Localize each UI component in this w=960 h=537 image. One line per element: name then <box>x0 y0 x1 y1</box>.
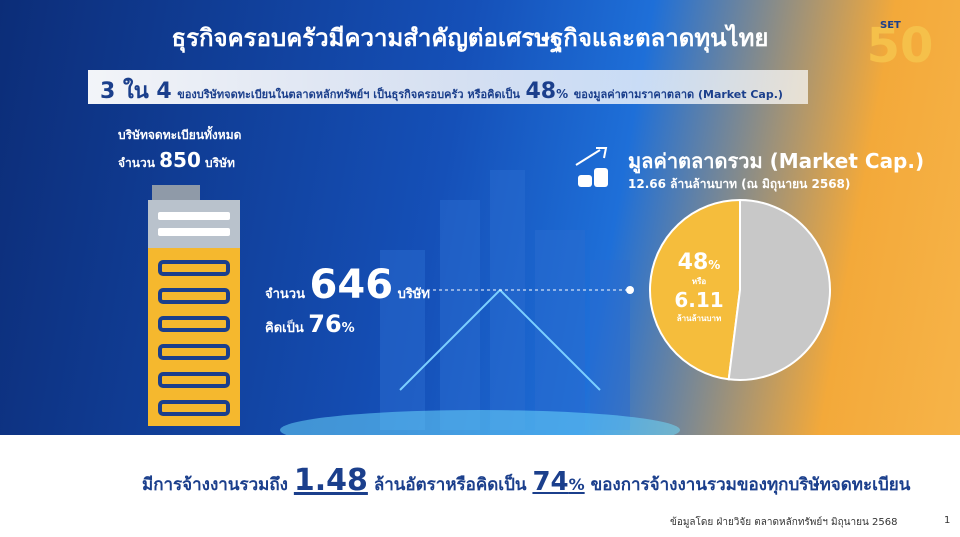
connector-dot <box>626 286 634 294</box>
listed-label: บริษัทจดทะเบียนทั้งหมด <box>118 128 242 142</box>
headline: 3 ใน 4 ของบริษัทจดทะเบียนในตลาดหลักทรัพย… <box>100 73 783 108</box>
market-cap-value: 12.66 ล้านล้านบาท (ณ มิถุนายน 2568) <box>628 177 851 191</box>
headline-text: ของบริษัทจดทะเบียนในตลาดหลักทรัพย์ฯ เป็น… <box>177 88 520 101</box>
pie-label: 48% หรือ 6.11 ล้านล้านบาท <box>662 250 736 325</box>
bottom-band <box>0 435 960 537</box>
amount-unit: ล้านล้านบาท <box>676 314 722 323</box>
pie <box>649 198 831 381</box>
listed-count: จำนวน 850 บริษัท <box>118 148 235 173</box>
unit: % <box>568 475 585 494</box>
employment: มีการจ้างงานรวมถึง 1.48 ล้านอัตราหรือคิด… <box>142 463 910 498</box>
prefix: คิดเป็น <box>265 321 304 336</box>
coins-icon <box>575 147 608 187</box>
prefix: จำนวน <box>265 287 305 302</box>
family-count: จำนวน 646 บริษัท <box>265 262 430 308</box>
unit: บริษัท <box>397 287 430 302</box>
prefix: มีการจ้างงานรวมถึง <box>142 475 288 495</box>
amount: 1.48 <box>293 463 368 498</box>
amount: 6.11 <box>674 288 724 312</box>
or: หรือ <box>691 277 707 286</box>
headline-band <box>88 70 808 104</box>
share-value: 74 <box>532 467 569 497</box>
logo: SET <box>880 20 901 31</box>
share: 48 <box>525 79 557 104</box>
pie-slice <box>727 198 831 381</box>
pie-slice <box>649 198 741 381</box>
headline-tail: ของมูลค่าตามราคาตลาด (Market Cap.) <box>573 88 783 101</box>
tail: ของการจ้างงานรวมของทุกบริษัทจดทะเบียน <box>590 475 911 495</box>
unit: % <box>341 321 355 336</box>
pie-share: 48 <box>677 250 709 275</box>
unit: % <box>556 87 569 101</box>
market-cap-title: มูลค่าตลาดรวม (Market Cap.) <box>628 149 925 173</box>
ratio: 3 ใน 4 <box>100 79 172 104</box>
prefix: จำนวน <box>118 156 155 170</box>
building-icon <box>148 185 240 426</box>
title: ธุรกิจครอบครัวมีความสำคัญต่อเศรษฐกิจและต… <box>171 24 769 52</box>
count: 850 <box>159 148 201 172</box>
unit: บริษัท <box>205 156 235 170</box>
unit: % <box>708 258 721 272</box>
middle: ล้านอัตราหรือคิดเป็น <box>373 475 527 495</box>
share: 76 <box>308 310 342 338</box>
city-skyline <box>380 170 630 430</box>
count: 646 <box>309 262 394 308</box>
page-number: 1 <box>944 515 951 526</box>
share: 74% <box>532 467 584 497</box>
source: ข้อมูลโดย ฝ่ายวิจัย ตลาดหลักทรัพย์ฯ มิถุ… <box>670 517 898 528</box>
logo-mark: 50 <box>867 18 934 74</box>
family-share: คิดเป็น 76% <box>265 310 355 338</box>
